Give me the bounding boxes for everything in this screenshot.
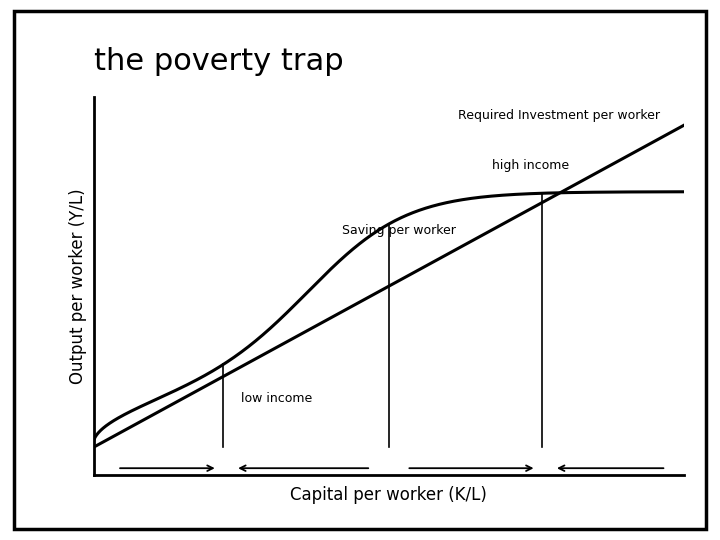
Text: Saving per worker: Saving per worker	[341, 224, 456, 237]
Text: low income: low income	[241, 392, 312, 406]
Text: high income: high income	[492, 159, 569, 172]
Text: Required Investment per worker: Required Investment per worker	[459, 109, 660, 122]
Y-axis label: Output per worker (Y/L): Output per worker (Y/L)	[68, 188, 86, 384]
Text: the poverty trap: the poverty trap	[94, 46, 343, 76]
X-axis label: Capital per worker (K/L): Capital per worker (K/L)	[290, 487, 487, 504]
